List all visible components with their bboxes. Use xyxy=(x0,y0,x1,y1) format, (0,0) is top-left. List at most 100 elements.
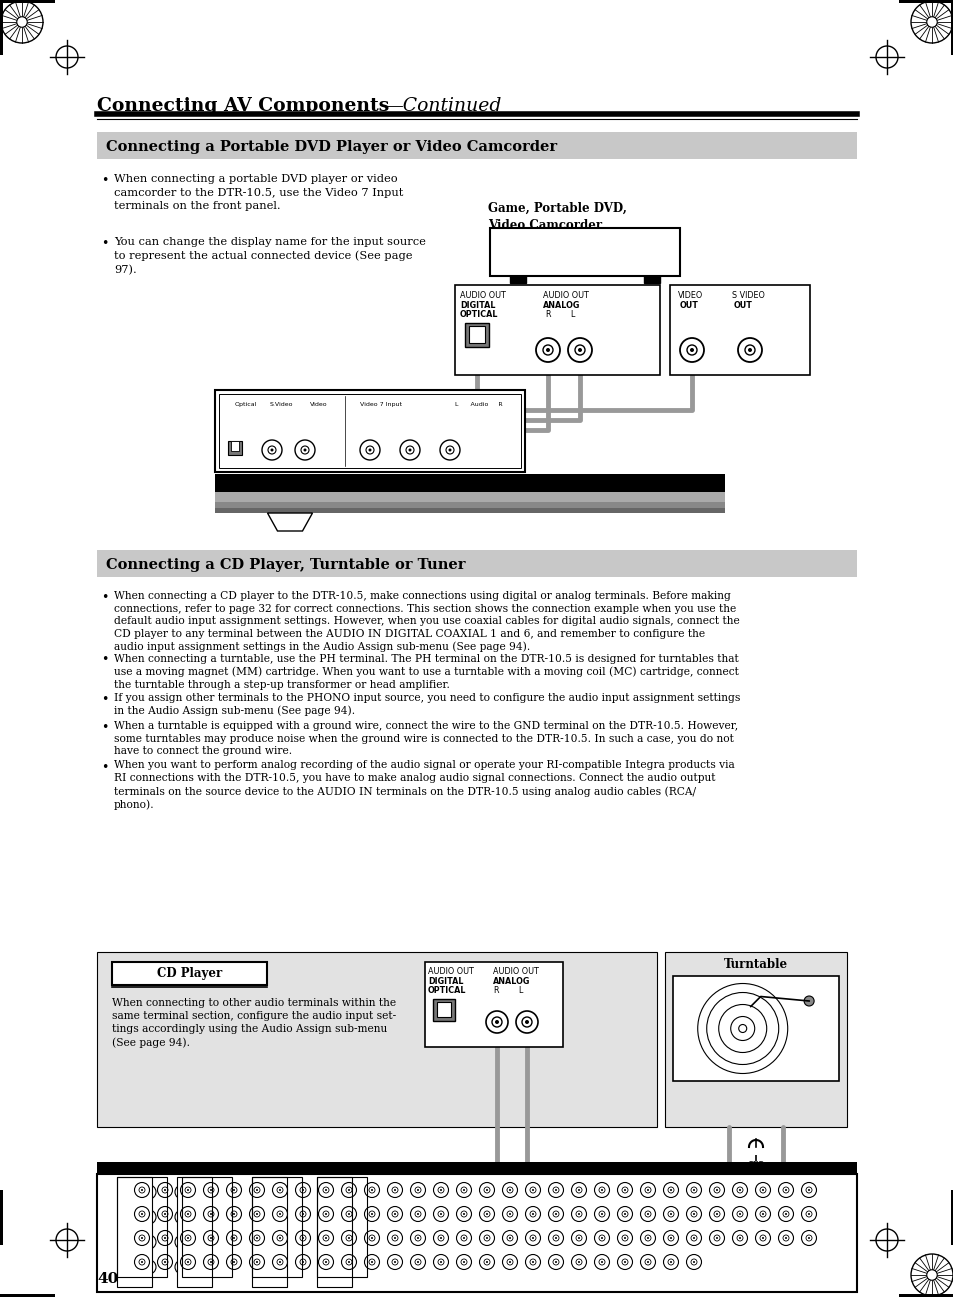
Circle shape xyxy=(623,1237,625,1239)
Circle shape xyxy=(255,1213,257,1215)
Circle shape xyxy=(532,1261,534,1263)
Bar xyxy=(0,1294,55,1297)
Circle shape xyxy=(692,1189,695,1191)
Circle shape xyxy=(532,1213,534,1215)
Circle shape xyxy=(303,449,306,451)
Circle shape xyxy=(462,1213,464,1215)
Circle shape xyxy=(485,1189,488,1191)
Bar xyxy=(316,1176,352,1287)
Circle shape xyxy=(578,1213,579,1215)
Circle shape xyxy=(784,1189,786,1191)
Bar xyxy=(252,1176,302,1278)
Bar xyxy=(112,962,267,984)
Text: Turntable: Turntable xyxy=(723,957,787,970)
Bar xyxy=(898,0,953,3)
Circle shape xyxy=(509,1237,511,1239)
Circle shape xyxy=(302,1189,304,1191)
Circle shape xyxy=(278,1213,281,1215)
Bar xyxy=(316,1176,367,1278)
Circle shape xyxy=(807,1237,809,1239)
Text: Connecting a CD Player, Turntable or Tuner: Connecting a CD Player, Turntable or Tun… xyxy=(106,558,465,572)
Bar xyxy=(177,1176,212,1287)
Circle shape xyxy=(302,1261,304,1263)
Bar xyxy=(643,276,659,283)
Bar xyxy=(898,1294,953,1297)
Bar xyxy=(436,1003,451,1017)
Text: You can change the display name for the input source
to represent the actual con: You can change the display name for the … xyxy=(113,237,425,275)
Text: Video 7 Input: Video 7 Input xyxy=(359,402,401,407)
Circle shape xyxy=(600,1189,602,1191)
Text: OPTICAL: OPTICAL xyxy=(459,310,498,319)
Bar xyxy=(214,473,724,492)
Text: Connecting a Portable DVD Player or Video Camcorder: Connecting a Portable DVD Player or Vide… xyxy=(106,140,557,153)
Text: AUDIO OUT: AUDIO OUT xyxy=(459,291,505,300)
Text: L      Audio     R: L Audio R xyxy=(455,402,502,407)
Circle shape xyxy=(669,1261,671,1263)
Circle shape xyxy=(141,1261,143,1263)
Text: 40: 40 xyxy=(97,1272,118,1287)
Circle shape xyxy=(692,1237,695,1239)
Circle shape xyxy=(462,1189,464,1191)
Circle shape xyxy=(747,348,751,351)
Text: •: • xyxy=(101,591,109,604)
Circle shape xyxy=(255,1237,257,1239)
Circle shape xyxy=(371,1237,373,1239)
Circle shape xyxy=(187,1237,189,1239)
Circle shape xyxy=(439,1261,441,1263)
Circle shape xyxy=(669,1213,671,1215)
Circle shape xyxy=(555,1261,557,1263)
Circle shape xyxy=(623,1213,625,1215)
Circle shape xyxy=(233,1189,234,1191)
Circle shape xyxy=(646,1189,648,1191)
Circle shape xyxy=(187,1261,189,1263)
Circle shape xyxy=(739,1189,740,1191)
Circle shape xyxy=(716,1189,718,1191)
Circle shape xyxy=(623,1261,625,1263)
Text: ANALOG: ANALOG xyxy=(493,977,530,986)
Bar xyxy=(469,326,484,342)
Bar xyxy=(214,390,524,472)
Circle shape xyxy=(368,449,371,451)
Bar xyxy=(97,550,856,577)
Text: When connecting a turntable, use the PH terminal. The PH terminal on the DTR-10.: When connecting a turntable, use the PH … xyxy=(113,654,739,690)
Circle shape xyxy=(692,1213,695,1215)
Text: •: • xyxy=(101,237,109,250)
Circle shape xyxy=(394,1261,395,1263)
Circle shape xyxy=(348,1237,350,1239)
Circle shape xyxy=(669,1189,671,1191)
Circle shape xyxy=(164,1189,166,1191)
Text: DIGITAL: DIGITAL xyxy=(428,977,463,986)
Circle shape xyxy=(233,1261,234,1263)
Circle shape xyxy=(545,348,550,351)
Circle shape xyxy=(509,1261,511,1263)
Circle shape xyxy=(210,1189,212,1191)
Circle shape xyxy=(302,1237,304,1239)
Text: OPTICAL: OPTICAL xyxy=(428,986,466,995)
Circle shape xyxy=(578,1237,579,1239)
Text: •: • xyxy=(101,693,109,706)
Text: When connecting to other audio terminals within the
same terminal section, confi: When connecting to other audio terminals… xyxy=(112,997,395,1048)
Text: S VIDEO: S VIDEO xyxy=(731,291,764,300)
Text: When connecting a CD player to the DTR-10.5, make connections using digital or a: When connecting a CD player to the DTR-1… xyxy=(113,591,739,652)
Circle shape xyxy=(716,1213,718,1215)
Circle shape xyxy=(416,1213,418,1215)
Circle shape xyxy=(600,1213,602,1215)
Circle shape xyxy=(278,1237,281,1239)
Circle shape xyxy=(623,1189,625,1191)
Circle shape xyxy=(784,1237,786,1239)
Circle shape xyxy=(646,1261,648,1263)
Circle shape xyxy=(925,1270,936,1280)
Circle shape xyxy=(761,1213,763,1215)
Circle shape xyxy=(485,1213,488,1215)
Circle shape xyxy=(325,1237,327,1239)
Text: GND: GND xyxy=(746,1161,764,1170)
Circle shape xyxy=(371,1189,373,1191)
Circle shape xyxy=(646,1237,648,1239)
Circle shape xyxy=(646,1213,648,1215)
Bar xyxy=(0,0,55,3)
Circle shape xyxy=(439,1189,441,1191)
Circle shape xyxy=(255,1189,257,1191)
Bar xyxy=(0,1191,3,1245)
Circle shape xyxy=(416,1189,418,1191)
Circle shape xyxy=(578,348,581,351)
